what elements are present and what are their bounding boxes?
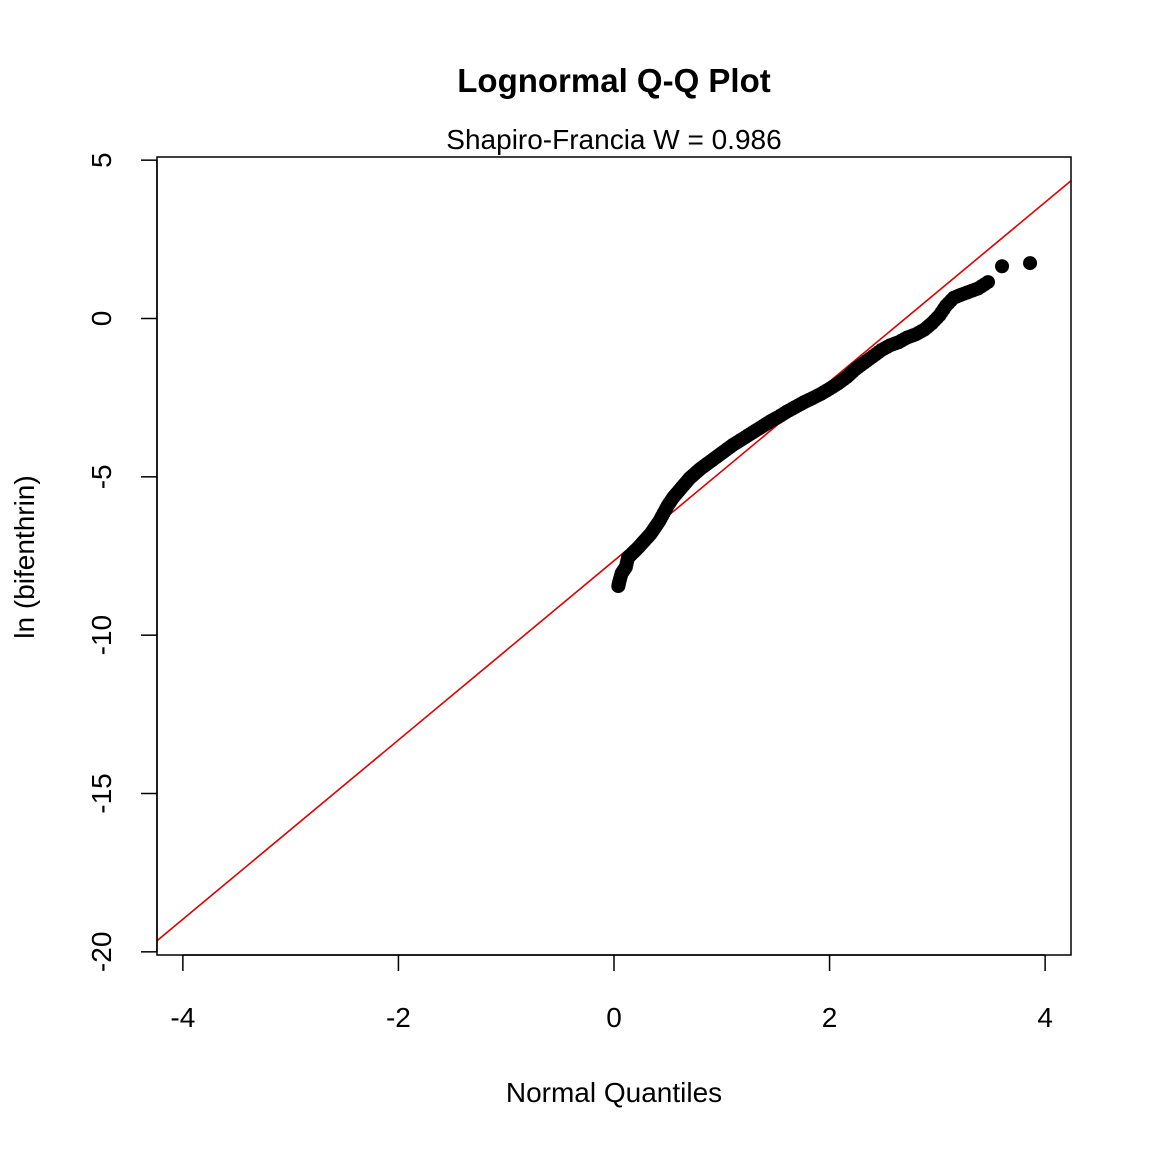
chart-subtitle: Shapiro-Francia W = 0.986 xyxy=(446,124,781,155)
y-tick-label: -10 xyxy=(86,615,117,655)
reference-line xyxy=(156,180,1072,942)
y-tick-label: 0 xyxy=(86,311,117,327)
y-tick-label: 5 xyxy=(86,152,117,168)
data-points-layer xyxy=(611,256,1038,594)
y-axis-label: ln (bifenthrin) xyxy=(9,475,40,638)
y-tick-label: -5 xyxy=(86,464,117,489)
x-tick-label: 2 xyxy=(822,1002,838,1033)
x-tick-label: -4 xyxy=(170,1002,195,1033)
x-tick-label: 4 xyxy=(1037,1002,1053,1033)
data-point xyxy=(981,275,996,290)
y-tick-label: -15 xyxy=(86,773,117,813)
chart-title: Lognormal Q-Q Plot xyxy=(457,62,770,99)
plot-frame xyxy=(156,156,1072,956)
x-tick-label: 0 xyxy=(606,1002,622,1033)
axes-layer: -4 -2 0 2 4-20-15-10-505 xyxy=(86,152,1053,1033)
data-point xyxy=(1023,256,1038,271)
x-axis-label: Normal Quantiles xyxy=(506,1077,722,1108)
y-tick-label: -20 xyxy=(86,932,117,972)
reference-line-layer xyxy=(156,180,1072,942)
x-tick-label: -2 xyxy=(386,1002,411,1033)
data-point xyxy=(995,259,1010,274)
